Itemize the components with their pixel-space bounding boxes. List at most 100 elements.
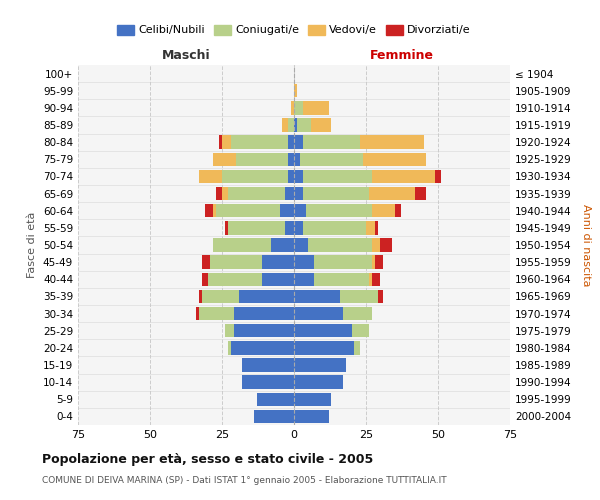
Bar	[294, 341, 355, 354]
Bar	[343, 307, 372, 320]
Bar	[363, 152, 427, 166]
Bar	[222, 170, 288, 183]
Bar	[300, 152, 363, 166]
Bar	[294, 324, 352, 338]
Bar	[294, 272, 314, 286]
Bar	[372, 272, 380, 286]
Bar	[288, 118, 294, 132]
Bar	[395, 204, 401, 218]
Bar	[294, 410, 329, 423]
Bar	[202, 256, 211, 269]
Bar	[374, 221, 377, 234]
Bar	[294, 204, 305, 218]
Text: COMUNE DI DEIVA MARINA (SP) - Dati ISTAT 1° gennaio 2005 - Elaborazione TUTTITAL: COMUNE DI DEIVA MARINA (SP) - Dati ISTAT…	[42, 476, 446, 485]
Bar	[228, 187, 286, 200]
Bar	[291, 101, 294, 114]
Bar	[222, 136, 230, 149]
Bar	[211, 256, 262, 269]
Bar	[199, 307, 233, 320]
Bar	[236, 152, 288, 166]
Bar	[257, 392, 294, 406]
Bar	[374, 256, 383, 269]
Bar	[369, 272, 372, 286]
Bar	[199, 170, 222, 183]
Y-axis label: Anni di nascita: Anni di nascita	[581, 204, 591, 286]
Bar	[202, 290, 239, 303]
Bar	[302, 136, 360, 149]
Bar	[219, 136, 222, 149]
Bar	[380, 238, 392, 252]
Bar	[302, 170, 372, 183]
Bar	[288, 136, 294, 149]
Bar	[239, 290, 294, 303]
Bar	[205, 204, 214, 218]
Bar	[294, 170, 302, 183]
Text: Femmine: Femmine	[370, 48, 434, 62]
Bar	[283, 118, 288, 132]
Bar	[377, 290, 383, 303]
Bar	[305, 204, 372, 218]
Bar	[228, 221, 286, 234]
Bar	[288, 152, 294, 166]
Bar	[435, 170, 441, 183]
Bar	[294, 376, 343, 389]
Bar	[302, 221, 366, 234]
Bar	[214, 238, 271, 252]
Bar	[216, 187, 222, 200]
Bar	[262, 256, 294, 269]
Bar	[340, 290, 377, 303]
Bar	[271, 238, 294, 252]
Bar	[242, 376, 294, 389]
Bar	[222, 187, 228, 200]
Bar	[225, 221, 228, 234]
Bar	[294, 307, 343, 320]
Bar	[199, 290, 202, 303]
Bar	[294, 136, 302, 149]
Bar	[294, 152, 300, 166]
Bar	[372, 238, 380, 252]
Bar	[294, 84, 297, 98]
Bar	[196, 307, 199, 320]
Bar	[294, 118, 297, 132]
Bar	[352, 324, 369, 338]
Bar	[254, 410, 294, 423]
Bar	[372, 170, 435, 183]
Bar	[233, 307, 294, 320]
Bar	[302, 187, 369, 200]
Bar	[372, 256, 374, 269]
Bar	[280, 204, 294, 218]
Bar	[214, 152, 236, 166]
Bar	[228, 341, 230, 354]
Bar	[294, 290, 340, 303]
Bar	[288, 170, 294, 183]
Y-axis label: Fasce di età: Fasce di età	[28, 212, 37, 278]
Bar	[360, 136, 424, 149]
Bar	[208, 272, 262, 286]
Bar	[415, 187, 427, 200]
Bar	[372, 204, 395, 218]
Bar	[314, 272, 369, 286]
Bar	[242, 358, 294, 372]
Bar	[369, 187, 415, 200]
Bar	[233, 324, 294, 338]
Bar	[294, 187, 302, 200]
Bar	[302, 101, 329, 114]
Bar	[294, 221, 302, 234]
Bar	[225, 324, 233, 338]
Bar	[355, 341, 360, 354]
Bar	[286, 221, 294, 234]
Bar	[202, 272, 208, 286]
Bar	[294, 358, 346, 372]
Bar	[311, 118, 331, 132]
Bar	[230, 136, 288, 149]
Bar	[294, 101, 302, 114]
Bar	[294, 392, 331, 406]
Bar	[216, 204, 280, 218]
Bar	[297, 118, 311, 132]
Bar	[230, 341, 294, 354]
Text: Popolazione per età, sesso e stato civile - 2005: Popolazione per età, sesso e stato civil…	[42, 452, 373, 466]
Bar	[286, 187, 294, 200]
Bar	[366, 221, 374, 234]
Text: Maschi: Maschi	[161, 48, 211, 62]
Legend: Celibi/Nubili, Coniugati/e, Vedovi/e, Divorziati/e: Celibi/Nubili, Coniugati/e, Vedovi/e, Di…	[113, 20, 475, 40]
